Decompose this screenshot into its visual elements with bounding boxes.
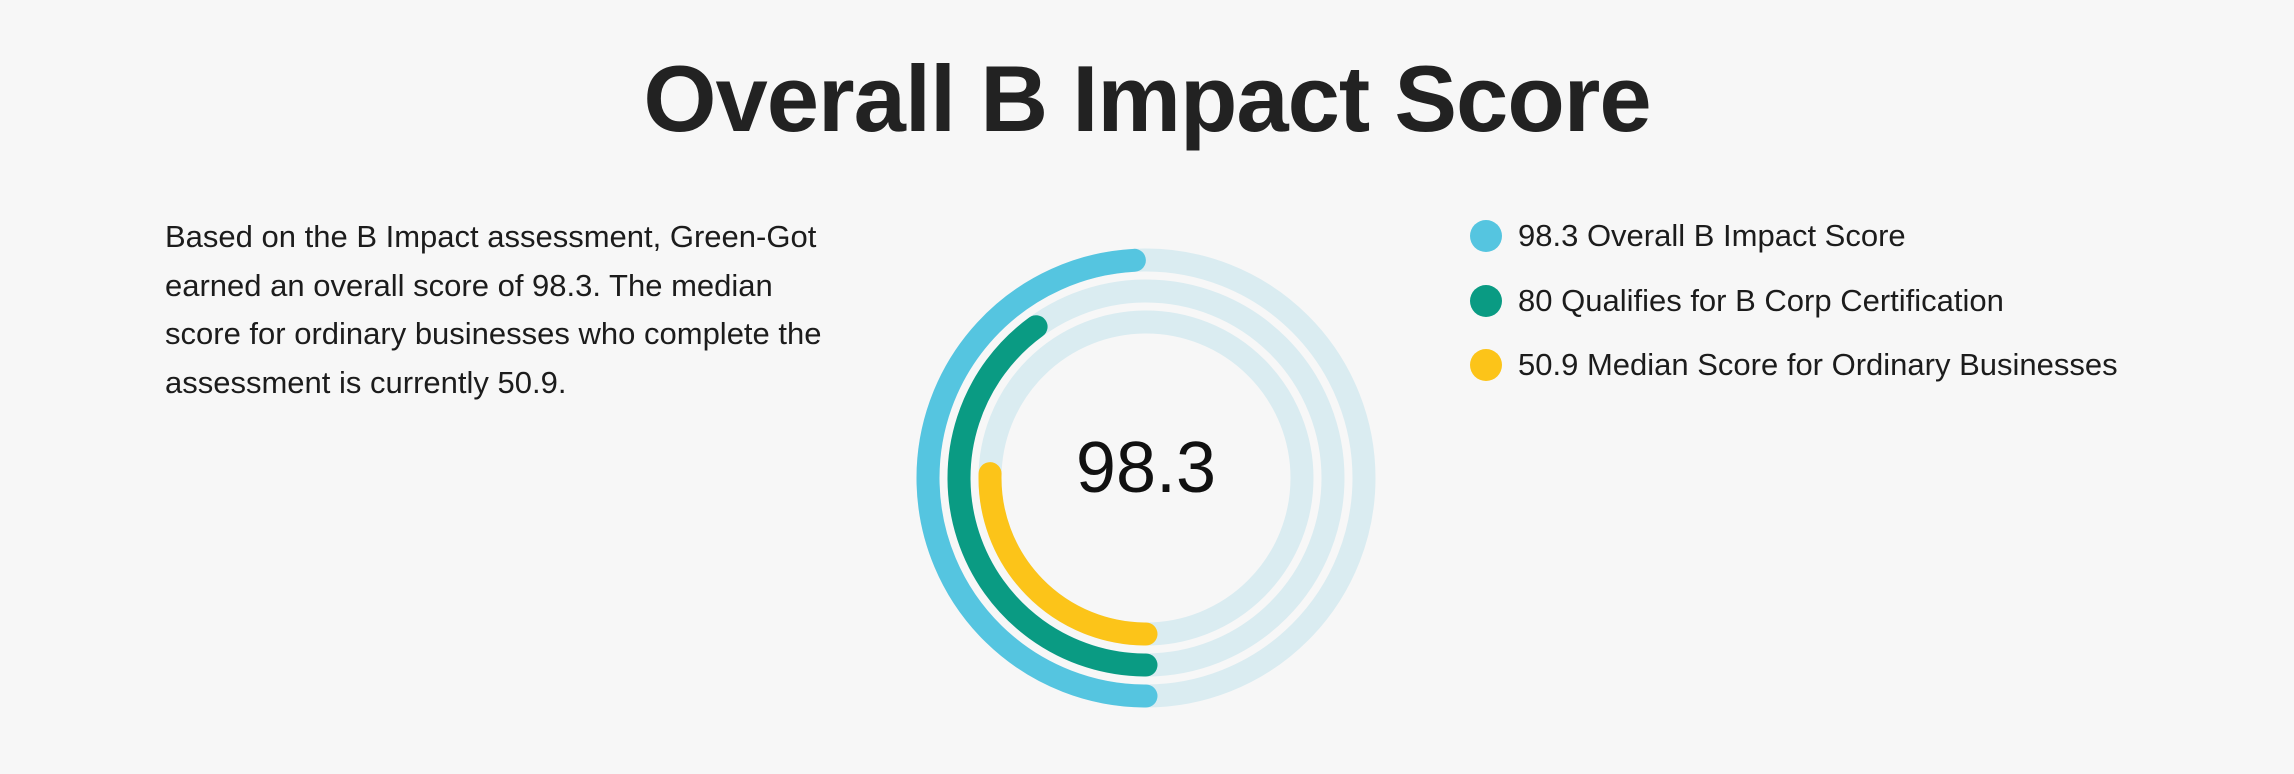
page-title: Overall B Impact Score [643, 46, 1651, 151]
legend-label: 80 Qualifies for B Corp Certification [1518, 282, 2004, 318]
score-arc-2 [947, 315, 1158, 677]
radial-score-chart: 98.3 [916, 248, 1376, 708]
summary-text: Based on the B Impact assessment, Green-… [165, 219, 822, 400]
legend-swatch [1470, 220, 1502, 253]
legend-item: 80 Qualifies for B Corp Certification [1470, 277, 2130, 326]
legend-swatch [1470, 284, 1502, 317]
legend-item: 98.3 Overall B Impact Score [1470, 212, 2130, 261]
chart-legend: 98.3 Overall B Impact Score 80 Qualifies … [1470, 212, 2130, 406]
legend-swatch [1470, 349, 1502, 382]
ring-arcs [916, 248, 1158, 708]
legend-item: 50.9 Median Score for Ordinary Businesse… [1470, 341, 2130, 390]
legend-label: 50.9 Median Score for Ordinary Businesse… [1518, 347, 2118, 382]
score-arc-3 [978, 462, 1158, 646]
center-score-value: 98.3 [1076, 428, 1216, 508]
score-arc-1 [916, 248, 1158, 708]
legend-label: 98.3 Overall B Impact Score [1518, 218, 1906, 253]
